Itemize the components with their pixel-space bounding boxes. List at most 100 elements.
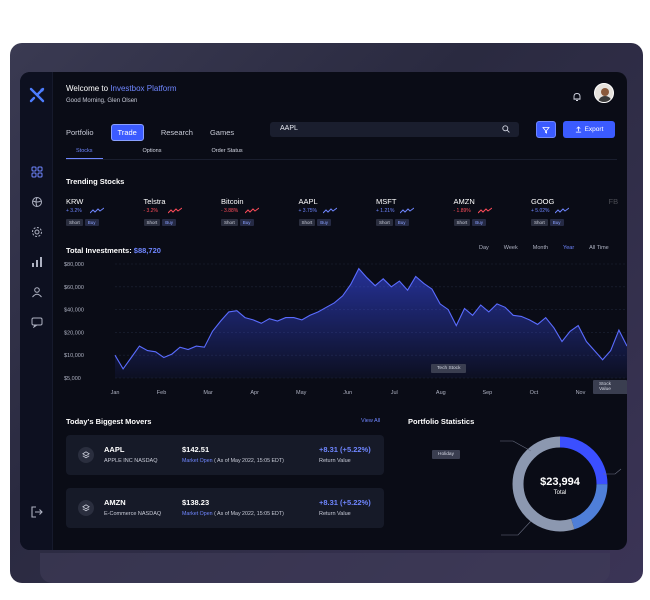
stock-card[interactable]: AMZN - 1.89% Short Buy: [453, 197, 514, 226]
subtab-stocks[interactable]: Stocks: [66, 148, 103, 159]
stock-card[interactable]: GOOG + 5.02% Short Buy: [531, 197, 591, 226]
chat-icon[interactable]: [30, 315, 44, 329]
short-button[interactable]: Short: [221, 219, 238, 226]
range-day[interactable]: Day: [479, 245, 489, 251]
export-button[interactable]: Export: [563, 121, 615, 138]
tab-research[interactable]: Research: [160, 128, 193, 137]
portfolio-total-label: Total: [554, 490, 567, 496]
view-all-link[interactable]: View All: [361, 418, 381, 424]
mover-return-label: Return Value: [319, 511, 351, 517]
analytics-icon[interactable]: [30, 255, 44, 269]
range-all-time[interactable]: All Time: [589, 245, 609, 251]
x-tick-label: Oct: [530, 390, 539, 396]
stock-logo-icon: [78, 447, 94, 463]
x-tick-label: May: [296, 390, 307, 396]
tab-portfolio[interactable]: Portfolio: [66, 128, 94, 137]
brand-name: Investbox Platform: [110, 84, 177, 93]
mover-company: APPLE INC NASDAQ: [104, 458, 158, 464]
short-button[interactable]: Short: [66, 219, 83, 226]
greeting-text: Good Morning, Glen Olsen: [66, 98, 138, 104]
short-button[interactable]: Short: [453, 219, 471, 226]
mover-return: +8.31 (+5.22%): [319, 445, 371, 454]
investment-chart: $80,000 $60,000 $40,000 $20,000 $10,000 $5,00…: [64, 262, 627, 396]
short-button[interactable]: Short: [143, 219, 161, 226]
x-tick-label: Sep: [482, 390, 492, 396]
stock-name: Bitcoin: [221, 197, 244, 206]
stock-name: KRW: [66, 197, 84, 206]
stock-name: GOOG: [531, 197, 555, 206]
stock-card[interactable]: FB: [609, 197, 628, 206]
filter-button[interactable]: [536, 121, 556, 138]
settings-icon[interactable]: [30, 225, 44, 239]
portfolio-title: Portfolio Statistics: [408, 417, 475, 426]
search-value: AAPL: [280, 125, 298, 132]
tab-trade[interactable]: Trade: [110, 124, 144, 141]
stock-card[interactable]: Bitcoin - 3.88% Short Buy: [221, 197, 281, 226]
mover-price: $138.23: [182, 498, 210, 507]
globe-icon[interactable]: [30, 195, 44, 209]
stock-card[interactable]: AAPL + 3.75% Short Buy: [298, 197, 359, 226]
x-tick-label: Mar: [203, 390, 213, 396]
stock-name: AMZN: [453, 197, 475, 206]
app-window: Welcome to Investbox Platform Good Morni…: [20, 72, 627, 550]
buy-button[interactable]: Buy: [472, 219, 487, 226]
x-tick-label: Nov: [576, 390, 586, 396]
donut-segment: [512, 436, 608, 532]
bell-icon[interactable]: [572, 89, 582, 101]
y-tick-label: $10,000: [64, 353, 84, 359]
short-button[interactable]: Short: [376, 219, 393, 226]
buy-button[interactable]: Buy: [394, 219, 409, 226]
trending-stocks: KRW + 3.2% Short Buy Telstra - 3.2% Short Buy Bi…: [66, 197, 627, 233]
search-input[interactable]: AAPL: [270, 122, 519, 137]
welcome-title: Welcome to Investbox Platform: [66, 84, 177, 93]
range-month[interactable]: Month: [532, 245, 549, 251]
trending-title: Trending Stocks: [66, 177, 125, 186]
range-year[interactable]: Year: [563, 245, 575, 251]
avatar[interactable]: [594, 83, 614, 103]
total-investments-amount: $88,720: [133, 246, 161, 255]
export-label: Export: [584, 126, 604, 133]
logout-icon[interactable]: [30, 505, 44, 519]
stock-card[interactable]: MSFT + 1.21% Short Buy: [376, 197, 436, 226]
area-fill: [115, 268, 627, 378]
donut-label-holiday: Holiday: [432, 450, 460, 459]
buy-button[interactable]: Buy: [162, 219, 177, 226]
tab-games[interactable]: Games: [209, 128, 235, 137]
movers-title: Today's Biggest Movers: [66, 417, 152, 426]
mover-ticker: AMZN: [104, 498, 126, 507]
short-button[interactable]: Short: [531, 219, 548, 226]
buy-button[interactable]: Buy: [239, 219, 254, 226]
total-investments-title: Total Investments: $88,720: [66, 246, 161, 255]
stock-change: + 3.2%: [66, 208, 82, 214]
stock-name: MSFT: [376, 197, 397, 206]
donut-center: [529, 453, 591, 515]
portfolio-total: $23,994: [540, 476, 581, 488]
stock-card[interactable]: Telstra - 3.2% Short Buy: [143, 197, 204, 226]
stock-change: + 1.21%: [376, 208, 395, 214]
donut-label-stock-value: Stock Value: [593, 380, 627, 394]
x-tick-label: Jan: [111, 390, 120, 396]
user-icon[interactable]: [30, 285, 44, 299]
subtab-options[interactable]: Options: [142, 148, 162, 154]
sparkline-icon: [245, 207, 259, 214]
mover-card[interactable]: AMZN E-Commerce NASDAQ $138.23 Market Open …: [66, 488, 384, 528]
search-icon[interactable]: [502, 125, 510, 133]
buy-button[interactable]: Buy: [84, 219, 99, 226]
x-tick-label: Feb: [157, 390, 166, 396]
subtab-order-status[interactable]: Order Status: [211, 148, 243, 154]
stock-change: + 3.75%: [298, 208, 318, 214]
sparkline-icon: [555, 207, 569, 214]
x-tick-label: Jul: [391, 390, 398, 396]
range-selector: Day Week Month Year All Time: [479, 245, 624, 251]
buy-button[interactable]: Buy: [549, 219, 564, 226]
short-button[interactable]: Short: [298, 219, 316, 226]
stock-card[interactable]: KRW + 3.2% Short Buy: [66, 197, 126, 226]
mover-return: +8.31 (+5.22%): [319, 498, 371, 507]
x-tick-label: Apr: [250, 390, 259, 396]
y-tick-label: $20,000: [64, 330, 84, 336]
range-week[interactable]: Week: [503, 245, 518, 251]
mover-card[interactable]: AAPL APPLE INC NASDAQ $142.51 Market Open (…: [66, 435, 384, 475]
buy-button[interactable]: Buy: [317, 219, 332, 226]
mover-ticker: AAPL: [104, 445, 125, 454]
dashboard-icon[interactable]: [30, 165, 44, 179]
